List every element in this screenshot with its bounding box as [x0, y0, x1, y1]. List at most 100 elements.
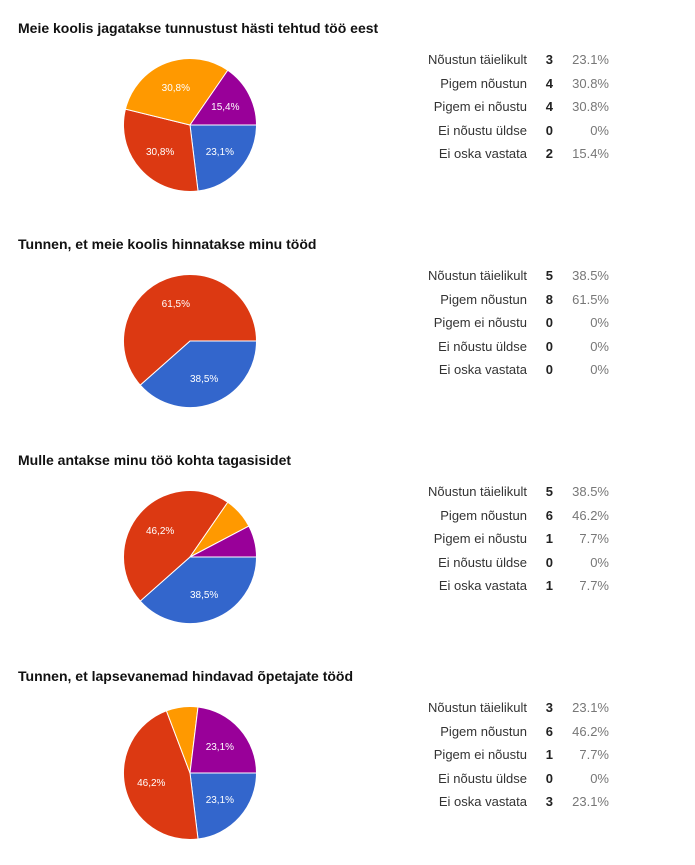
results-table: Nõustun täielikult 5 38.5% Pigem nõustun… — [400, 480, 609, 598]
table-row: Ei nõustu üldse 0 0% — [400, 767, 609, 791]
table-row: Ei nõustu üldse 0 0% — [400, 335, 609, 359]
answer-count: 3 — [545, 794, 553, 810]
pie-slice-pigem-noustun — [123, 108, 199, 192]
answer-label: Pigem ei nõustu — [433, 531, 527, 547]
question-title: Tunnen, et meie koolis hinnatakse minu t… — [18, 236, 317, 252]
answer-count: 1 — [545, 578, 553, 594]
answer-count: 6 — [545, 723, 553, 739]
slice-label: 15,4% — [211, 102, 239, 113]
results-table: Nõustun täielikult 3 23.1% Pigem nõustun… — [400, 48, 609, 166]
answer-percent: 15.4% — [572, 146, 609, 162]
pie-slice-pigem-noustun — [123, 274, 258, 386]
answer-count: 4 — [545, 75, 553, 91]
slice-label: 30,8% — [162, 83, 190, 94]
answer-percent: 23.1% — [572, 794, 609, 810]
answer-label: Pigem ei nõustu — [433, 315, 527, 331]
answer-percent: 0% — [590, 770, 609, 786]
table-row: Ei oska vastata 2 15.4% — [400, 142, 609, 166]
answer-percent: 7.7% — [579, 747, 609, 763]
table-row: Pigem nõustun 6 46.2% — [400, 504, 609, 528]
pie-slice-ei-oska-vastata — [189, 69, 258, 126]
answer-percent: 46.2% — [572, 723, 609, 739]
table-row: Nõustun täielikult 3 23.1% — [400, 696, 609, 720]
answer-percent: 38.5% — [572, 268, 609, 284]
answer-count: 2 — [545, 146, 553, 162]
slice-label: 30,8% — [146, 147, 174, 158]
table-row: Ei oska vastata 1 7.7% — [400, 574, 609, 598]
answer-count: 0 — [545, 770, 553, 786]
answer-label: Ei nõustu üldse — [438, 554, 527, 570]
answer-percent: 23.1% — [572, 700, 609, 716]
table-row: Pigem nõustun 8 61.5% — [400, 288, 609, 312]
answer-percent: 30.8% — [572, 99, 609, 115]
pie-slice-pigem-noustun — [122, 710, 199, 840]
table-row: Pigem ei nõustu 4 30.8% — [400, 95, 609, 119]
pie-slice-noustun-taielikult — [189, 124, 258, 192]
answer-percent: 7.7% — [579, 531, 609, 547]
answer-label: Nõustun täielikult — [428, 52, 527, 68]
pie-slice-ei-oska-vastata — [189, 525, 258, 558]
table-row: Ei nõustu üldse 0 0% — [400, 551, 609, 575]
pie-chart: 38,5% 61,5% — [123, 274, 258, 408]
pie-slice-noustun-taielikult — [139, 340, 258, 408]
answer-percent: 46.2% — [572, 507, 609, 523]
answer-label: Ei oska vastata — [438, 146, 527, 162]
answer-percent: 0% — [590, 338, 609, 354]
slice-label: 23,1% — [206, 795, 234, 806]
slice-label: 23,1% — [206, 147, 234, 158]
answer-count: 4 — [545, 99, 553, 115]
answer-percent: 38.5% — [572, 484, 609, 500]
answer-count: 3 — [545, 700, 553, 716]
question-title: Meie koolis jagatakse tunnustust hästi t… — [18, 20, 379, 36]
pie-slice-noustun-taielikult — [139, 556, 258, 624]
answer-percent: 7.7% — [579, 578, 609, 594]
answer-percent: 0% — [590, 554, 609, 570]
answer-count: 6 — [545, 507, 553, 523]
table-row: Pigem ei nõustu 0 0% — [400, 311, 609, 335]
pie-chart: 23,1% 30,8% 30,8% 15,4% — [123, 57, 258, 192]
table-row: Pigem ei nõustu 1 7.7% — [400, 743, 609, 767]
answer-label: Nõustun täielikult — [428, 484, 527, 500]
answer-label: Pigem nõustun — [440, 723, 527, 739]
pie-slice-noustun-taielikult — [189, 772, 258, 840]
slice-label: 38,5% — [190, 374, 218, 385]
table-row: Pigem nõustun 4 30.8% — [400, 72, 609, 96]
answer-count: 0 — [545, 338, 553, 354]
answer-label: Nõustun täielikult — [428, 700, 527, 716]
answer-percent: 0% — [590, 315, 609, 331]
answer-label: Ei oska vastata — [438, 578, 527, 594]
answer-label: Ei nõustu üldse — [438, 770, 527, 786]
table-row: Nõustun täielikult 5 38.5% — [400, 480, 609, 504]
answer-label: Pigem nõustun — [440, 75, 527, 91]
pie-chart: 23,1% 46,2% 23,1% — [122, 706, 258, 840]
question-block: Tunnen, et meie koolis hinnatakse minu t… — [0, 216, 695, 432]
answer-label: Pigem nõustun — [440, 507, 527, 523]
answer-count: 0 — [545, 362, 553, 378]
table-row: Pigem ei nõustu 1 7.7% — [400, 527, 609, 551]
answer-count: 5 — [545, 268, 553, 284]
table-row: Ei nõustu üldse 0 0% — [400, 119, 609, 143]
pie-slice-ei-oska-vastata — [189, 706, 258, 774]
answer-label: Pigem ei nõustu — [433, 99, 527, 115]
question-block: Tunnen, et lapsevanemad hindavad õpetaja… — [0, 648, 695, 864]
slice-label: 38,5% — [190, 590, 218, 601]
slice-label: 61,5% — [162, 299, 190, 310]
answer-percent: 61.5% — [572, 291, 609, 307]
pie-chart: 38,5% 46,2% — [122, 489, 258, 624]
answer-percent: 0% — [590, 362, 609, 378]
slice-label: 23,1% — [206, 742, 234, 753]
table-row: Ei oska vastata 0 0% — [400, 358, 609, 382]
answer-count: 3 — [545, 52, 553, 68]
results-table: Nõustun täielikult 5 38.5% Pigem nõustun… — [400, 264, 609, 382]
results-table: Nõustun täielikult 3 23.1% Pigem nõustun… — [400, 696, 609, 814]
answer-count: 8 — [545, 291, 553, 307]
answer-count: 0 — [545, 554, 553, 570]
question-title: Mulle antakse minu töö kohta tagasisidet — [18, 452, 292, 468]
answer-label: Ei nõustu üldse — [438, 122, 527, 138]
table-row: Nõustun täielikult 3 23.1% — [400, 48, 609, 72]
table-row: Pigem nõustun 6 46.2% — [400, 720, 609, 744]
question-block: Mulle antakse minu töö kohta tagasisidet… — [0, 432, 695, 648]
answer-label: Ei oska vastata — [438, 362, 527, 378]
answer-percent: 0% — [590, 122, 609, 138]
answer-count: 0 — [545, 315, 553, 331]
